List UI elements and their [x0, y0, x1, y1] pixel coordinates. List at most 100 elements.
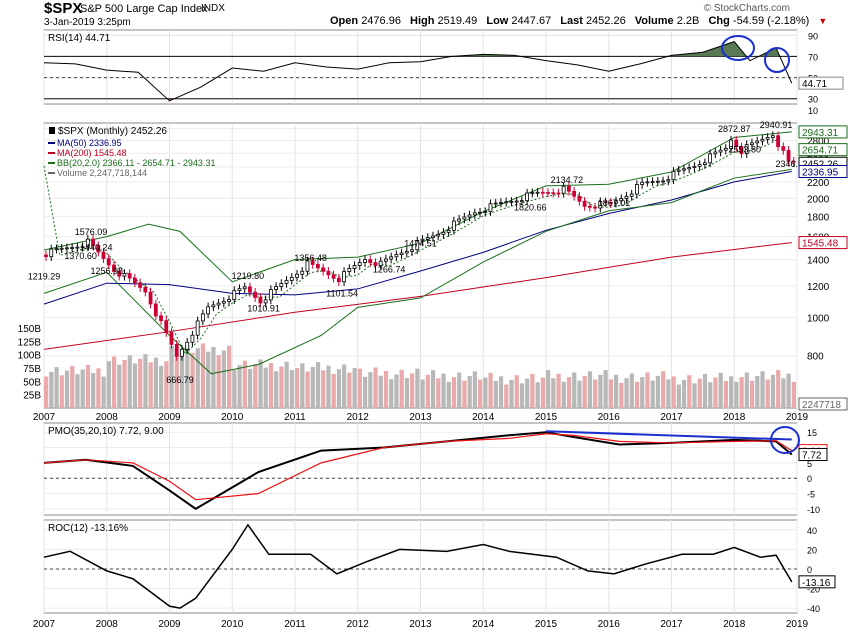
- volume-tick-label: 125B: [18, 337, 42, 348]
- candle-body: [687, 167, 692, 170]
- datetime: 3-Jan-2019 3:25pm: [44, 17, 131, 28]
- quote-bar: Open 2476.96 High 2519.49 Low 2447.67 La…: [330, 15, 827, 27]
- candle-body: [70, 247, 75, 249]
- candle-body: [504, 201, 509, 204]
- candle-body: [357, 262, 362, 266]
- candle-body: [383, 258, 388, 262]
- roc-tick-label: 40: [807, 526, 817, 536]
- volume-bar: [729, 376, 734, 408]
- candle-body: [765, 137, 770, 140]
- legend-entry: BB(20,2.0) 2366.11 - 2654.71 - 2943.31: [57, 158, 215, 168]
- symbol: $SPX: [44, 0, 83, 17]
- low-label: Low: [486, 15, 509, 27]
- candle-body: [352, 265, 357, 269]
- volume-bar: [389, 379, 394, 408]
- pmo-badge-text: 7.72: [802, 451, 822, 462]
- price-tick-label: 2000: [807, 194, 830, 205]
- candle-body: [692, 165, 697, 168]
- volume-bar: [634, 381, 640, 408]
- price-tick-label: 2800: [807, 136, 830, 147]
- volume-bar: [91, 373, 96, 408]
- volume-bar: [640, 377, 645, 408]
- candle-body: [718, 149, 723, 153]
- volume-bar: [430, 370, 436, 408]
- volume-bar: [242, 360, 247, 408]
- bb-middle-line: [43, 137, 782, 355]
- candle-body: [650, 181, 655, 183]
- candle-body: [540, 191, 545, 194]
- candle-body: [744, 144, 749, 155]
- candle-body: [342, 271, 346, 283]
- volume-bar: [493, 381, 498, 408]
- price-badge-box: [798, 236, 848, 250]
- volume-bar: [295, 368, 300, 408]
- candle-body: [389, 256, 394, 260]
- chg-down-icon: ▼: [818, 16, 828, 26]
- volume-bar: [258, 359, 263, 408]
- high-value: 2519.49: [437, 15, 478, 27]
- candle-body: [634, 184, 639, 195]
- volume-bar: [498, 376, 504, 408]
- x-tick-label: 2008: [96, 619, 119, 630]
- x-tick-label: 2017: [660, 412, 683, 423]
- price-annotation: 2134.72: [551, 175, 584, 185]
- candle-body: [336, 277, 341, 283]
- volume-bar: [117, 364, 122, 408]
- candle-body: [786, 149, 791, 162]
- volume-bar: [671, 376, 676, 408]
- candle-body: [91, 238, 95, 246]
- volume-bar: [362, 376, 368, 408]
- candle-body: [415, 240, 420, 251]
- volume-bar: [472, 371, 478, 408]
- price-legend-swatch: [49, 127, 55, 134]
- price-badge-box: [798, 125, 848, 139]
- volume-tick-label: 100B: [18, 351, 42, 362]
- candle-body: [770, 135, 775, 138]
- pmo-tick-label: -10: [807, 505, 820, 515]
- rsi-tick-label: 90: [808, 31, 818, 41]
- price-annotation: 1576.09: [75, 227, 108, 237]
- candle-body: [603, 201, 608, 203]
- candle-body: [462, 216, 467, 220]
- volume-bar: [687, 375, 692, 408]
- annotation-circle: [770, 426, 800, 454]
- price-title: $SPX (Monthly) 2452.26: [58, 126, 167, 137]
- volume-bar: [734, 381, 739, 408]
- x-tick-label: 2012: [347, 619, 370, 630]
- volume-bar: [185, 344, 190, 408]
- volume-bar: [661, 371, 666, 408]
- price-badge-box: [798, 165, 848, 179]
- candle-body: [734, 139, 739, 148]
- volume-bar: [551, 378, 556, 408]
- pmo-tick-label: 15: [807, 428, 817, 438]
- candle-body: [629, 193, 634, 197]
- rsi-overbought-fill: [44, 41, 792, 57]
- candle-body: [148, 291, 153, 305]
- x-tick-label: 2015: [535, 619, 558, 630]
- candle-body: [451, 220, 456, 231]
- candle-body: [755, 140, 760, 144]
- price-badge-text: 2654.71: [802, 146, 839, 157]
- volume-bar: [744, 372, 749, 408]
- x-tick-label: 2018: [723, 619, 746, 630]
- candle-body: [394, 254, 399, 258]
- volume-bar: [488, 372, 493, 408]
- legend-entry: MA(50) 2336.95: [57, 138, 122, 148]
- volume-bar: [378, 375, 383, 408]
- candle-body: [713, 151, 718, 155]
- ma200-line: [43, 242, 792, 350]
- candle-body: [441, 231, 446, 235]
- volume-bar: [132, 363, 138, 408]
- volume-bar: [760, 371, 765, 408]
- volume-bar: [190, 352, 195, 408]
- volume-bar: [702, 373, 708, 408]
- volume-bar: [284, 361, 289, 408]
- candle-body: [587, 205, 592, 208]
- volume-bar: [446, 381, 451, 408]
- legend-entry: MA(200) 1545.48: [57, 148, 127, 158]
- candle-body: [138, 282, 143, 288]
- price-badge-box: [798, 397, 848, 411]
- volume-bar: [697, 378, 702, 408]
- candle-body: [509, 200, 514, 203]
